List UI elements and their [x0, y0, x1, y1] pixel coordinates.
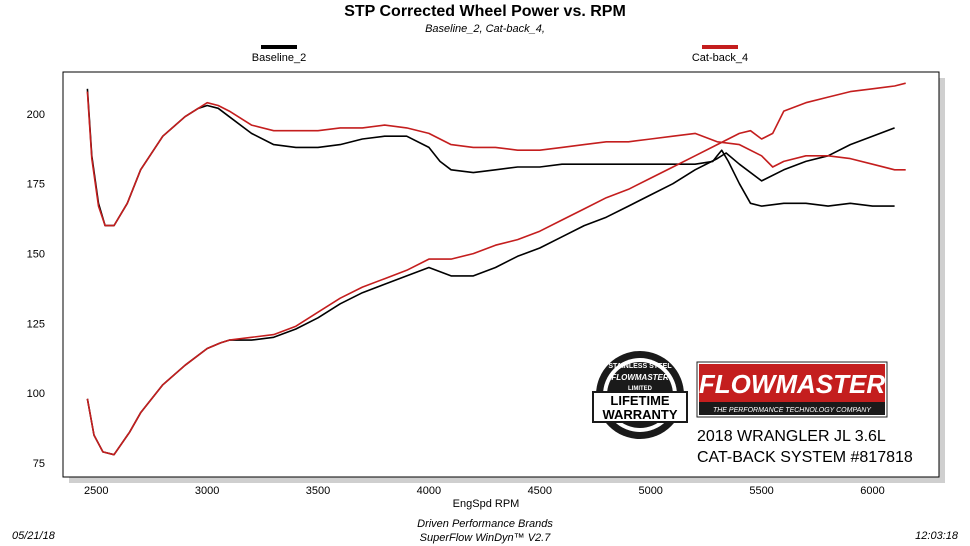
x-tick-label: 4500: [528, 485, 552, 497]
x-axis-label: EngSpd RPM: [453, 498, 520, 510]
series-layer: [86, 82, 906, 456]
badge-main-text-1: LIFETIME: [610, 393, 670, 408]
chart-title: STP Corrected Wheel Power vs. RPM: [344, 3, 626, 20]
x-tick-label: 5500: [749, 485, 773, 497]
vehicle-line-2: CAT-BACK SYSTEM #817818: [697, 449, 913, 466]
chart-subtitle: Baseline_2, Cat-back_4,: [425, 23, 545, 35]
series-line-cat-back-4-power: [86, 91, 906, 227]
legend-item-catback: Cat-back_4: [660, 45, 780, 64]
logo-wordmark: FLOWMASTER: [699, 369, 886, 399]
flowmaster-logo: FLOWMASTER THE PERFORMANCE TECHNOLOGY CO…: [696, 361, 888, 418]
x-tick-label: 6000: [860, 485, 884, 497]
y-tick-label: 150: [27, 249, 45, 261]
y-tick-label: 200: [27, 109, 45, 121]
lifetime-warranty-badge: STAINLESS STEEL FLOWMASTER LIMITED LIFET…: [592, 351, 688, 439]
footer-company: Driven Performance Brands: [417, 518, 553, 530]
x-tick-label: 2500: [84, 485, 108, 497]
logo-tagline: THE PERFORMANCE TECHNOLOGY COMPANY: [713, 407, 872, 414]
legend-label-baseline: Baseline_2: [251, 52, 307, 64]
x-tick-label: 3500: [306, 485, 330, 497]
legend-label-catback: Cat-back_4: [691, 52, 749, 64]
badge-main-text-2: WARRANTY: [602, 407, 677, 422]
vehicle-line-1: 2018 WRANGLER JL 3.6L: [697, 428, 886, 445]
x-tick-label: 4000: [417, 485, 441, 497]
legend-item-baseline: Baseline_2: [219, 45, 339, 64]
y-tick-label: 175: [27, 179, 45, 191]
footer-date: 05/21/18: [12, 530, 55, 542]
badge-top-text: STAINLESS STEEL: [608, 363, 672, 370]
x-tick-label: 5000: [638, 485, 662, 497]
badge-sub-text: LIMITED: [628, 386, 653, 392]
y-tick-label: 75: [33, 458, 45, 470]
y-tick-label: 125: [27, 318, 45, 330]
footer-software: SuperFlow WinDyn™ V2.7: [419, 532, 551, 544]
footer-time: 12:03:18: [915, 530, 958, 542]
legend-swatch-baseline: [261, 45, 297, 49]
y-tick-label: 100: [27, 388, 45, 400]
series-line-cat-back-4-torque: [86, 82, 906, 456]
y-axis-ticks: 200 175 150 125 100 75: [27, 109, 45, 470]
legend-swatch-catback: [702, 45, 738, 49]
x-axis-ticks: 2500 3000 3500 4000 4500 5000 5500 6000: [84, 485, 885, 497]
x-tick-label: 3000: [195, 485, 219, 497]
badge-brand-text: FLOWMASTER: [611, 373, 669, 382]
